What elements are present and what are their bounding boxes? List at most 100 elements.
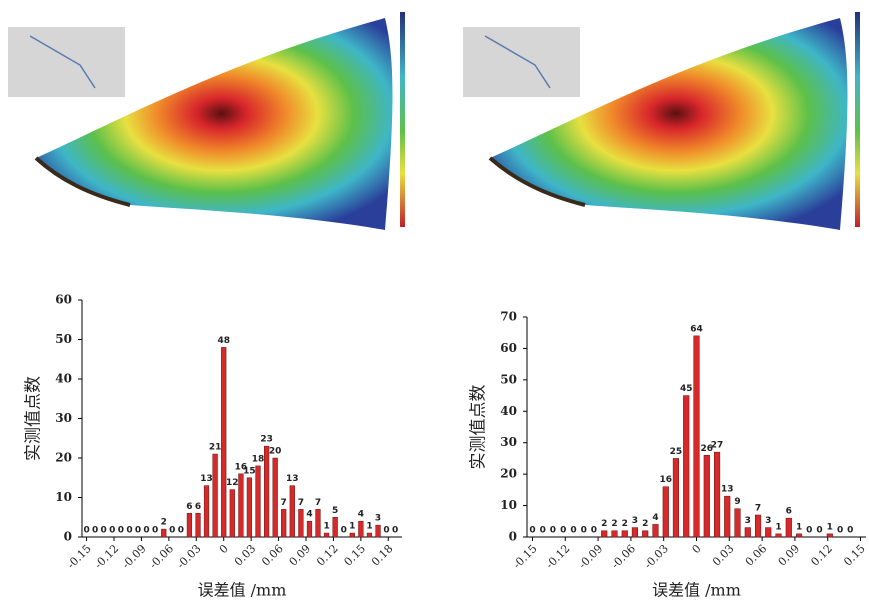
y-tick-label: 50 <box>500 372 517 386</box>
value-label: 13 <box>721 485 734 495</box>
value-label: 27 <box>711 441 724 451</box>
value-label: 4 <box>652 513 658 523</box>
value-label: 0 <box>570 526 576 536</box>
y-tick-label: 0 <box>509 530 517 544</box>
value-label: 1 <box>827 522 833 532</box>
value-label: 2 <box>601 519 607 529</box>
value-label: 0 <box>169 526 175 536</box>
value-label: 1 <box>796 522 802 532</box>
y-tick-label: 40 <box>55 372 72 386</box>
x-tick-label: -0.15 <box>65 542 94 571</box>
bar <box>786 518 792 537</box>
bar <box>256 466 261 537</box>
value-label: 0 <box>118 526 124 536</box>
value-label: 0 <box>560 526 566 536</box>
value-label: 6 <box>186 502 192 512</box>
bar <box>642 531 648 537</box>
value-label: 0 <box>847 526 853 536</box>
y-tick-label: 10 <box>55 490 72 504</box>
x-tick-label: -0.12 <box>92 542 121 571</box>
value-label: 13 <box>286 474 299 484</box>
value-label: 3 <box>375 514 381 524</box>
value-label: 1 <box>349 522 355 532</box>
bar <box>281 509 286 537</box>
bar <box>694 336 700 537</box>
x-axis-label: 误差值 /mm <box>198 581 287 600</box>
value-label: 5 <box>332 506 338 516</box>
value-label: 4 <box>306 510 312 520</box>
value-label: 7 <box>315 498 321 508</box>
value-label: 0 <box>383 526 389 536</box>
y-tick-label: 50 <box>55 332 72 346</box>
bar <box>622 531 628 537</box>
value-label: 25 <box>670 447 683 457</box>
value-label: 12 <box>226 478 239 488</box>
bar <box>324 533 329 537</box>
value-label: 2 <box>622 519 628 529</box>
x-tick-label: 0.15 <box>342 542 369 569</box>
bar <box>376 525 381 537</box>
y-tick-label: 30 <box>55 411 72 425</box>
x-tick-label: 0.03 <box>232 542 259 569</box>
value-label: 1 <box>323 522 329 532</box>
bar <box>745 528 751 537</box>
bar <box>187 513 192 537</box>
value-label: 0 <box>591 526 597 536</box>
value-label: 1 <box>366 522 372 532</box>
value-label: 18 <box>252 454 265 464</box>
bar <box>358 521 363 537</box>
x-tick-label: 0.06 <box>259 542 286 569</box>
bar <box>264 446 269 537</box>
heatmap-left <box>8 12 405 230</box>
value-label: 7 <box>281 498 287 508</box>
y-tick-label: 70 <box>500 310 517 324</box>
y-tick-label: 20 <box>55 451 72 465</box>
value-label: 13 <box>200 474 213 484</box>
bar <box>704 455 710 537</box>
x-tick-label: -0.12 <box>543 542 572 571</box>
bar <box>247 478 252 537</box>
value-label: 16 <box>660 475 673 485</box>
y-tick-label: 40 <box>500 404 517 418</box>
value-label: 0 <box>92 526 98 536</box>
x-axis-label: 误差值 /mm <box>652 581 741 600</box>
value-label: 20 <box>269 447 282 457</box>
bar <box>683 396 689 537</box>
x-tick-label: -0.09 <box>120 542 149 571</box>
y-tick-label: 30 <box>500 435 517 449</box>
value-label: 7 <box>298 498 304 508</box>
bar <box>367 533 372 537</box>
x-tick-label: -0.03 <box>174 542 203 571</box>
bar <box>316 509 321 537</box>
bar <box>714 452 720 537</box>
value-label: 2 <box>611 519 617 529</box>
value-label: 0 <box>806 526 812 536</box>
bar <box>796 534 802 537</box>
bar <box>239 474 244 537</box>
bar <box>273 458 278 537</box>
x-tick-label: 0.15 <box>841 542 868 569</box>
value-label: 48 <box>217 336 230 346</box>
value-label: 0 <box>529 526 535 536</box>
bar <box>601 531 607 537</box>
figure: 0102030405060-0.15-0.12-0.09-0.06-0.0300… <box>0 0 869 600</box>
y-tick-label: 10 <box>500 498 517 512</box>
bar <box>299 509 304 537</box>
x-tick-label: -0.06 <box>609 542 638 571</box>
x-tick-label: 0.12 <box>808 542 835 569</box>
x-tick-label: 0 <box>217 542 231 556</box>
bar <box>230 490 235 537</box>
y-tick-label: 0 <box>64 530 72 544</box>
value-label: 0 <box>143 526 149 536</box>
value-label: 3 <box>745 516 751 526</box>
x-tick-label: -0.15 <box>511 542 540 571</box>
bar <box>213 454 218 537</box>
value-label: 2 <box>161 518 167 528</box>
bar <box>827 534 833 537</box>
bar <box>612 531 618 537</box>
bar <box>663 487 669 537</box>
x-tick-label: 0.09 <box>776 542 803 569</box>
bar <box>735 509 741 537</box>
bar <box>204 486 209 537</box>
value-label: 7 <box>755 504 761 514</box>
